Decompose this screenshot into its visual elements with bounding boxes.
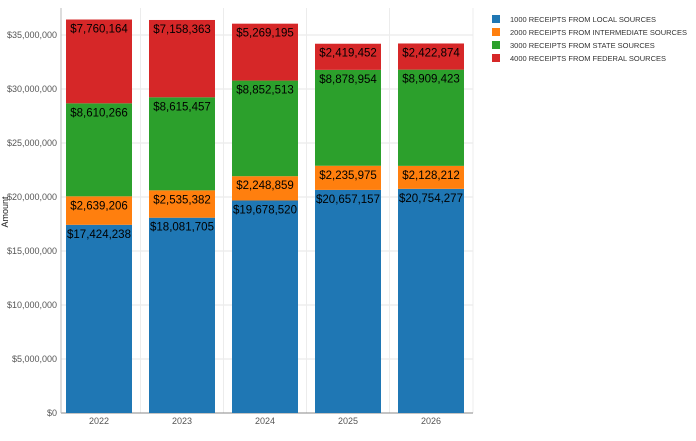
bar-value-label: $20,754,277	[399, 193, 463, 205]
bar-segment[interactable]	[66, 19, 132, 104]
bar-value-label: $2,419,452	[319, 48, 377, 60]
bar-segment[interactable]	[232, 176, 298, 201]
bar-segment[interactable]	[66, 103, 132, 197]
bar-segment[interactable]	[315, 43, 381, 70]
legend-swatch	[492, 15, 500, 23]
bar-value-label: $7,760,164	[70, 24, 128, 36]
y-tick-label: $30,000,000	[7, 84, 57, 94]
bar-segment[interactable]	[66, 196, 132, 225]
x-tick-label: 2023	[172, 416, 192, 426]
bar-value-label: $8,615,457	[153, 101, 211, 113]
bar-segment[interactable]	[315, 189, 381, 413]
legend: 1000 RECEIPTS FROM LOCAL SOURCES 2000 REC…	[492, 15, 687, 63]
x-tick-label: 2024	[255, 416, 275, 426]
y-axis-title: Amount	[0, 196, 10, 228]
bar-segment[interactable]	[149, 217, 215, 413]
bar-segment[interactable]	[398, 188, 464, 413]
bar-segment[interactable]	[232, 200, 298, 413]
legend-label[interactable]: 4000 RECEIPTS FROM FEDERAL SOURCES	[510, 54, 666, 63]
bar-segment[interactable]	[149, 97, 215, 191]
bars: $17,424,238 $2,639,206 $8,610,266 $7,760,16…	[66, 19, 464, 413]
bar-value-label: $2,639,206	[70, 200, 128, 212]
bar-value-label: $17,424,238	[67, 229, 131, 241]
y-tick-label: $0	[47, 408, 57, 418]
bar-segment[interactable]	[232, 23, 298, 81]
bar-value-label: $2,422,874	[402, 47, 460, 59]
bar-segment[interactable]	[149, 19, 215, 98]
legend-swatch	[492, 28, 500, 36]
y-tick-label: $10,000,000	[7, 300, 57, 310]
x-tick-label: 2022	[89, 416, 109, 426]
bar-segment[interactable]	[398, 69, 464, 166]
bar-value-label: $8,610,266	[70, 107, 128, 119]
legend-swatch	[492, 41, 500, 49]
bar-value-label: $5,269,195	[236, 28, 294, 40]
y-tick-label: $20,000,000	[7, 192, 57, 202]
bar-segment[interactable]	[66, 224, 132, 413]
bar-segment[interactable]	[398, 43, 464, 70]
legend-label[interactable]: 2000 RECEIPTS FROM INTERMEDIATE SOURCES	[510, 28, 687, 37]
bar-value-label: $7,158,363	[153, 24, 211, 36]
bar-value-label: $2,235,975	[319, 170, 377, 182]
bar-value-label: $18,081,705	[150, 222, 214, 234]
bar-value-label: $20,657,157	[316, 194, 380, 206]
bar-value-label: $8,878,954	[319, 74, 377, 86]
bar-value-label: $8,909,423	[402, 74, 460, 86]
bar-segment[interactable]	[315, 165, 381, 190]
bar-segment[interactable]	[398, 165, 464, 189]
bar-value-label: $2,248,859	[236, 180, 294, 192]
legend-label[interactable]: 1000 RECEIPTS FROM LOCAL SOURCES	[510, 15, 656, 24]
x-tick-label: 2025	[338, 416, 358, 426]
y-tick-label: $5,000,000	[12, 354, 57, 364]
bar-segment[interactable]	[315, 69, 381, 166]
bar-segment[interactable]	[232, 80, 298, 177]
bar-segment[interactable]	[149, 190, 215, 218]
legend-swatch	[492, 54, 500, 62]
bar-value-label: $2,535,382	[153, 194, 211, 206]
bar-value-label: $8,852,513	[236, 85, 294, 97]
y-tick-label: $25,000,000	[7, 138, 57, 148]
x-tick-label: 2026	[421, 416, 441, 426]
y-tick-label: $35,000,000	[7, 30, 57, 40]
bar-value-label: $19,678,520	[233, 204, 297, 216]
legend-label[interactable]: 3000 RECEIPTS FROM STATE SOURCES	[510, 41, 655, 50]
y-tick-label: $15,000,000	[7, 246, 57, 256]
bar-value-label: $2,128,212	[402, 170, 460, 182]
